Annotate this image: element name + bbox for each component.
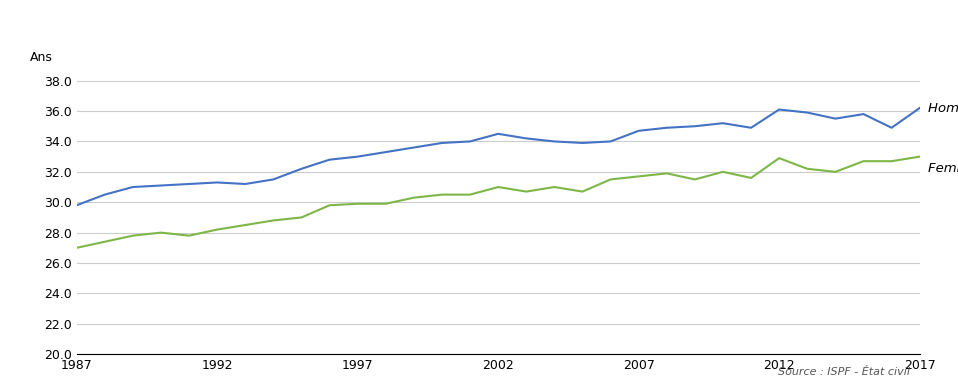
Text: Homme 36,2 ans: Homme 36,2 ans — [928, 102, 958, 114]
Text: Femme 33,0 ans: Femme 33,0 ans — [928, 162, 958, 175]
Text: Source : ISPF - État civil: Source : ISPF - État civil — [778, 367, 910, 377]
Text: Ans: Ans — [31, 51, 53, 64]
Text: Graph.6 - ÉVOLUTION DE L'ÂGE MOYEN AU PREMIER MARIAGE PAR SEXE: Graph.6 - ÉVOLUTION DE L'ÂGE MOYEN AU PR… — [177, 17, 781, 33]
